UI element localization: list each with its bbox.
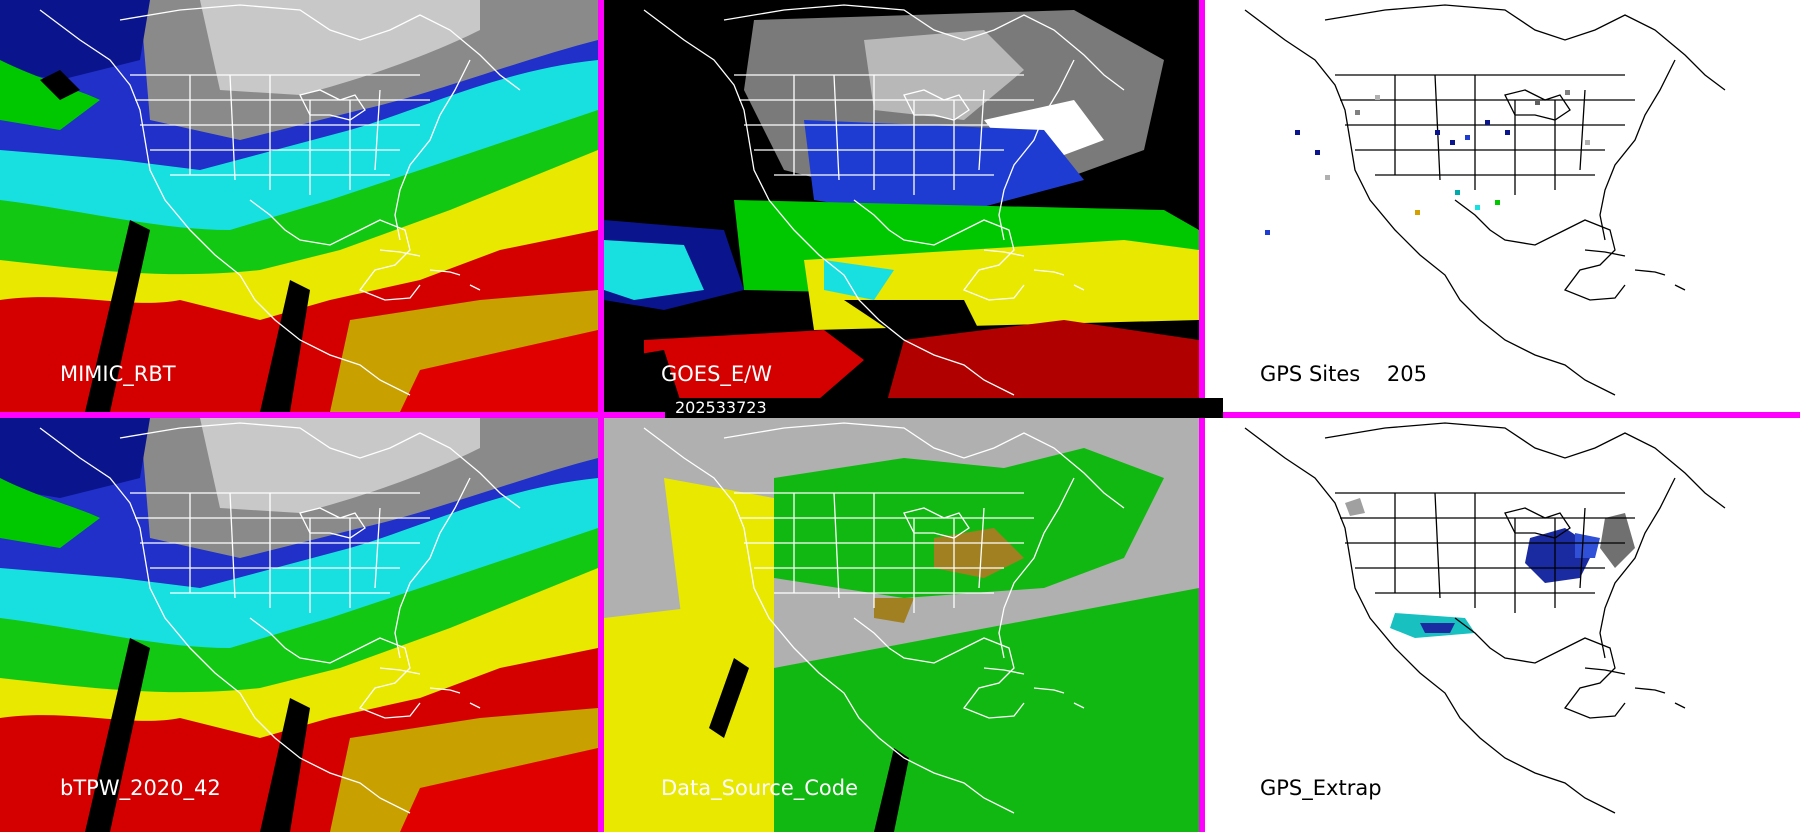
gps-extrap-map-image [1205,418,1800,832]
panel-label: MIMIC_RBT [60,362,176,386]
panel-label: GOES_E/W [661,362,773,386]
btpw-map-image [0,418,598,832]
panel-label: GPS Sites 205 [1260,362,1427,386]
panel-gps-extrap: GPS_Extrap [1205,418,1800,832]
tpw-map-image [0,0,598,412]
timestamp-text: 202533723 [675,398,767,417]
gps-site-markers [1265,90,1590,235]
gps-sites-map-image [1205,0,1800,412]
panel-data-source-code: Data_Source_Code [604,418,1199,832]
timestamp-bar [665,398,1223,418]
source-code-map-image [604,418,1199,832]
goes-map-image [604,0,1199,412]
panel-goes-ew: GOES_E/W [604,0,1199,412]
panel-mimic-rbt: MIMIC_RBT [0,0,598,412]
panel-btpw: bTPW_2020_42 [0,418,598,832]
panel-label: Data_Source_Code [661,776,859,800]
panel-label: GPS_Extrap [1260,776,1382,800]
panel-gps-sites: GPS Sites 205 [1205,0,1800,412]
panel-label: bTPW_2020_42 [60,776,221,800]
